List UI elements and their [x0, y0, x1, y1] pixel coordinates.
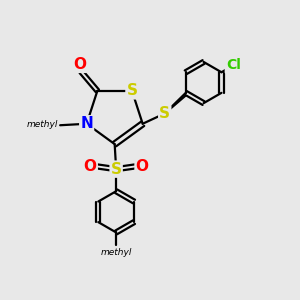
Text: Cl: Cl	[226, 58, 241, 73]
Text: S: S	[111, 162, 122, 177]
Text: methyl: methyl	[26, 120, 58, 129]
Text: S: S	[127, 83, 137, 98]
Text: S: S	[159, 106, 170, 121]
Text: methyl: methyl	[52, 124, 57, 126]
Text: O: O	[73, 57, 86, 72]
Text: O: O	[136, 159, 148, 174]
Text: N: N	[80, 116, 93, 131]
Text: methyl: methyl	[100, 248, 132, 257]
Text: O: O	[84, 159, 97, 174]
